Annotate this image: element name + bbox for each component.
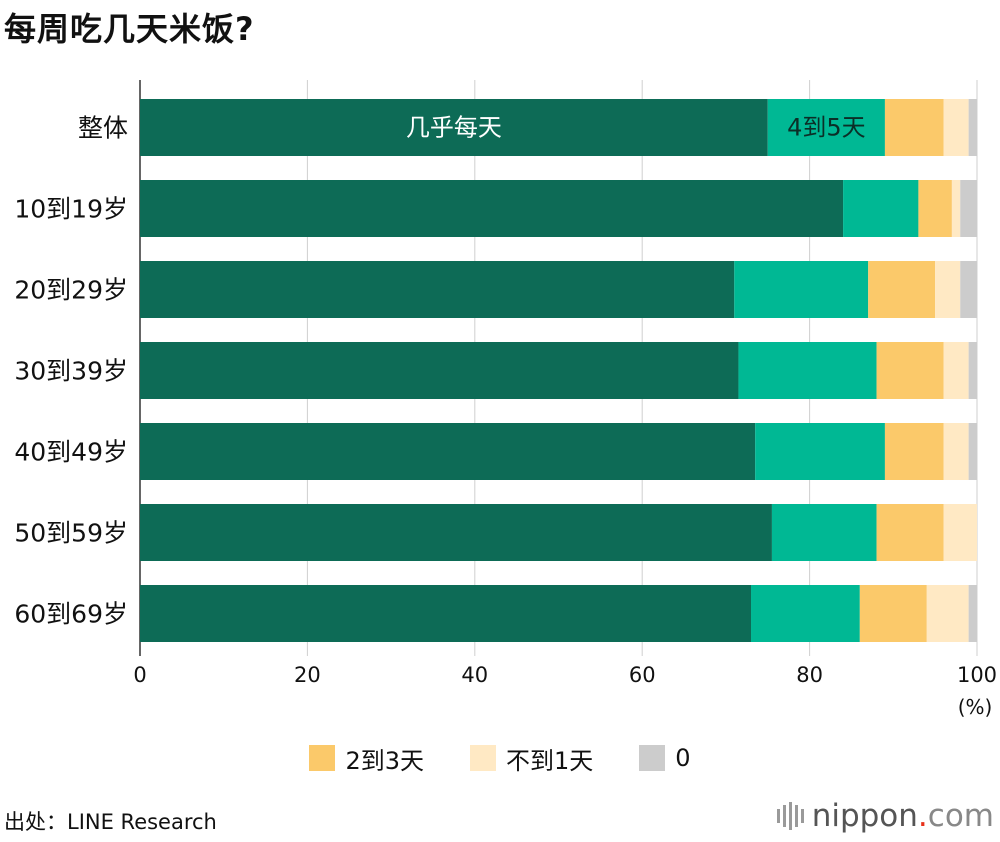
legend-item-2to3: 2到3天 [309,741,424,776]
bar-segment [935,261,961,318]
bar-segment [943,504,977,561]
bar-segment [876,342,944,399]
bar-segment [140,585,752,642]
x-tick-label: 0 [133,663,146,687]
bar-segment [859,585,927,642]
bar-segment [140,99,768,156]
bar-segment [734,261,869,318]
category-label: 50到59岁 [14,519,128,548]
bar-segment [960,261,977,318]
bar-segment [918,180,952,237]
brand-dot: . [917,798,928,834]
legend-swatch-under1 [469,745,496,771]
bar-segment [943,423,969,480]
category-label: 20到29岁 [14,276,128,305]
bar-segment [884,99,944,156]
brand-bars-icon [776,802,804,830]
bar-segment [140,423,756,480]
bar-segment [968,342,977,399]
bar-inline-label: 4到5天 [787,114,866,142]
x-tick-label: 80 [796,663,823,687]
bar-inline-label: 几乎每天 [406,114,502,142]
x-unit-label: (%) [958,695,993,719]
bar-segment [843,180,919,237]
bar-segment [943,342,969,399]
legend-swatch-zero [639,745,666,771]
bar-segment [767,99,885,156]
legend-label-2to3: 2到3天 [345,746,424,775]
category-label: 60到69岁 [14,600,128,629]
bar-segment [868,261,936,318]
legend-label-zero: 0 [675,744,691,772]
bar-segment [968,99,977,156]
category-label: 30到39岁 [14,357,128,386]
brand-domain: com [927,798,994,834]
bar-segment [960,180,977,237]
bar-segment [951,180,961,237]
bar-segment [140,342,739,399]
bar-segment [876,504,944,561]
stacked-bar-chart: 0 20 40 60 80 100 (%) 几乎每天 4到5天 整体 10到19岁 20到29岁 30到… [14,80,997,720]
x-tick-label: 40 [461,663,488,687]
bar-segment [140,504,772,561]
bar-segment [751,585,860,642]
bar-segment [738,342,877,399]
bar-segment [140,180,844,237]
brand-name: nippon [811,798,918,834]
legend-label-under1: 不到1天 [505,746,594,775]
bar-segment [926,585,969,642]
legend: 2到3天 不到1天 0 [0,740,1000,776]
bar-segment [884,423,944,480]
category-label: 整体 [78,114,128,143]
bar-segment [968,585,977,642]
legend-swatch-2to3 [309,745,336,771]
bar-segment [140,261,735,318]
source-note: 出处：LINE Research [4,810,217,834]
bar-segment [771,504,877,561]
x-tick-label: 100 [957,663,997,687]
x-tick-label: 60 [629,663,656,687]
x-tick-label: 20 [294,663,321,687]
bar-segment [943,99,969,156]
brand-wordmark: nippon.com [812,798,994,834]
bars [140,99,977,642]
chart-title: 每周吃几天米饭? [4,10,255,48]
category-label: 40到49岁 [14,438,128,467]
category-label: 10到19岁 [14,195,128,224]
labels: 0 20 40 60 80 100 (%) 几乎每天 4到5天 整体 10到19岁 20到29岁 30到… [14,114,997,720]
brand-logo[interactable]: nippon.com [776,798,994,834]
legend-item-zero: 0 [639,744,691,772]
bar-segment [755,423,885,480]
bar-segment [968,423,977,480]
legend-item-under1: 不到1天 [469,741,594,776]
